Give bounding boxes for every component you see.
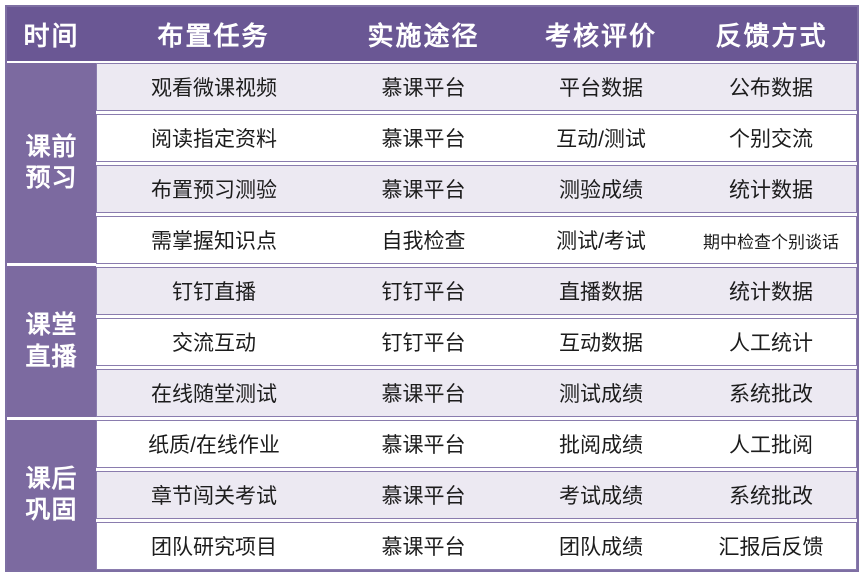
cell-task: 团队研究项目 xyxy=(151,536,277,559)
table-row: 观看微课视频 慕课平台 平台数据 公布数据 xyxy=(96,63,857,111)
phase-label-line: 直播 xyxy=(25,342,78,371)
cell-feedback: 个别交流 xyxy=(729,128,813,151)
phase-live-class: 课堂 直播 xyxy=(7,266,96,417)
cell-channel: 钉钉平台 xyxy=(381,332,466,355)
cell-assessment: 互动/测试 xyxy=(556,128,646,151)
cell-task: 交流互动 xyxy=(172,332,256,355)
col-header-channel: 实施途径 xyxy=(367,20,480,51)
teaching-plan-table: 时间 布置任务 实施途径 考核评价 反馈方式 课前 预习 课堂 直播 课后 巩固 xyxy=(5,5,859,572)
phase-label-line: 预习 xyxy=(25,164,78,193)
col-header-assessment: 考核评价 xyxy=(544,20,657,51)
table-row: 需掌握知识点 自我检查 测试/考试 期中检查个别谈话 xyxy=(96,216,857,264)
cell-feedback: 人工统计 xyxy=(729,332,813,355)
cell-assessment: 考试成绩 xyxy=(559,485,643,508)
phase-after-class: 课后 巩固 xyxy=(7,419,96,570)
cell-task: 章节闯关考试 xyxy=(151,485,277,508)
cell-channel: 慕课平台 xyxy=(381,77,466,100)
cell-task: 钉钉直播 xyxy=(172,281,256,304)
table-row: 布置预习测验 慕课平台 测验成绩 统计数据 xyxy=(96,165,857,213)
cell-feedback: 汇报后反馈 xyxy=(718,536,824,559)
cell-channel: 慕课平台 xyxy=(381,383,466,406)
cell-channel: 慕课平台 xyxy=(381,434,466,457)
col-header-task: 布置任务 xyxy=(157,20,270,51)
table-body: 课前 预习 课堂 直播 课后 巩固 观看微课视频 慕课平台 平台数据 公布数据 xyxy=(7,61,857,570)
cell-task: 纸质/在线作业 xyxy=(148,434,280,457)
cell-channel: 慕课平台 xyxy=(381,179,466,202)
table-row: 交流互动 钉钉平台 互动数据 人工统计 xyxy=(96,318,857,366)
cell-channel: 钉钉平台 xyxy=(381,281,466,304)
phase-label-line: 课堂 xyxy=(25,311,78,340)
cell-feedback: 统计数据 xyxy=(729,281,813,304)
cell-assessment: 互动数据 xyxy=(559,332,643,355)
phase-label-line: 巩固 xyxy=(25,495,78,524)
cell-feedback: 人工批阅 xyxy=(729,434,813,457)
table-header-row: 时间 布置任务 实施途径 考核评价 反馈方式 xyxy=(7,7,857,61)
cell-assessment: 团队成绩 xyxy=(559,536,643,559)
table-row: 阅读指定资料 慕课平台 互动/测试 个别交流 xyxy=(96,114,857,162)
cell-feedback: 期中检查个别谈话 xyxy=(703,232,839,252)
cell-feedback: 系统批改 xyxy=(729,383,813,406)
cell-channel: 慕课平台 xyxy=(381,128,466,151)
cell-channel: 慕课平台 xyxy=(381,485,466,508)
cell-channel: 慕课平台 xyxy=(381,536,466,559)
col-header-time: 时间 xyxy=(23,20,80,51)
data-rows: 观看微课视频 慕课平台 平台数据 公布数据 阅读指定资料 慕课平台 互动/测试 … xyxy=(96,63,857,570)
table-row: 章节闯关考试 慕课平台 考试成绩 系统批改 xyxy=(96,471,857,519)
cell-task: 在线随堂测试 xyxy=(151,383,277,406)
cell-channel: 自我检查 xyxy=(381,230,466,253)
cell-task: 观看微课视频 xyxy=(151,77,277,100)
phase-label-line: 课后 xyxy=(25,464,78,493)
table-row: 团队研究项目 慕课平台 团队成绩 汇报后反馈 xyxy=(96,522,857,570)
cell-assessment: 测试/考试 xyxy=(556,230,646,253)
time-phase-column: 课前 预习 课堂 直播 课后 巩固 xyxy=(7,63,96,570)
cell-task: 阅读指定资料 xyxy=(151,128,277,151)
cell-assessment: 直播数据 xyxy=(559,281,643,304)
table-row: 纸质/在线作业 慕课平台 批阅成绩 人工批阅 xyxy=(96,420,857,468)
cell-feedback: 统计数据 xyxy=(729,179,813,202)
cell-feedback: 系统批改 xyxy=(729,485,813,508)
col-header-feedback: 反馈方式 xyxy=(715,20,828,51)
cell-assessment: 测验成绩 xyxy=(559,179,643,202)
cell-assessment: 平台数据 xyxy=(559,77,643,100)
table-row: 在线随堂测试 慕课平台 测试成绩 系统批改 xyxy=(96,369,857,417)
table-row: 钉钉直播 钉钉平台 直播数据 统计数据 xyxy=(96,267,857,315)
cell-assessment: 测试成绩 xyxy=(559,383,643,406)
cell-feedback: 公布数据 xyxy=(729,77,813,100)
cell-task: 布置预习测验 xyxy=(151,179,277,202)
phase-label-line: 课前 xyxy=(25,132,78,161)
phase-pre-class: 课前 预习 xyxy=(7,63,96,264)
cell-task: 需掌握知识点 xyxy=(151,230,277,253)
cell-assessment: 批阅成绩 xyxy=(559,434,643,457)
